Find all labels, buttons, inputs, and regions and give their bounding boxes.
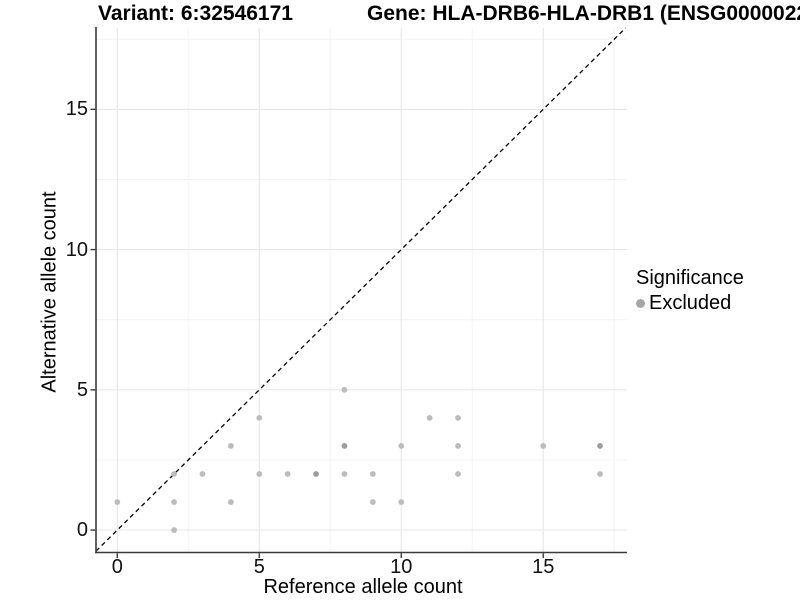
legend-item-label: Excluded — [649, 292, 732, 314]
data-point — [369, 471, 376, 477]
legend: Significance Excluded — [636, 266, 744, 315]
data-point — [455, 414, 461, 421]
plot-title-variant: Variant: 6:32546171 — [98, 2, 293, 25]
excluded-dot-icon — [636, 298, 645, 308]
data-point — [256, 414, 263, 421]
data-point — [114, 499, 121, 505]
data-point — [199, 471, 206, 477]
y-tick-label: 10 — [65, 238, 88, 261]
data-point — [341, 386, 348, 393]
data-point — [398, 499, 405, 505]
data-point — [227, 499, 234, 505]
data-point — [171, 527, 177, 533]
x-tick-label: 5 — [253, 556, 265, 578]
data-point — [341, 443, 348, 449]
data-point — [171, 499, 177, 505]
y-tick-label: 15 — [65, 98, 88, 121]
x-axis-title: Reference allele count — [263, 576, 463, 598]
data-point — [426, 414, 433, 421]
legend-title: Significance — [636, 267, 744, 289]
data-point — [597, 471, 603, 477]
gridlines-major — [96, 28, 627, 553]
y-tick-label: 0 — [76, 519, 88, 542]
data-point — [369, 499, 376, 505]
plot-title-gene: Gene: HLA-DRB6-HLA-DRB1 (ENSG000002293 — [367, 2, 800, 25]
x-tick-label: 15 — [532, 556, 555, 578]
data-point — [227, 443, 234, 449]
data-point — [313, 471, 319, 477]
data-point — [455, 471, 461, 477]
axis-lines — [95, 27, 627, 554]
data-point — [398, 443, 405, 449]
x-tick-label: 10 — [390, 556, 413, 578]
x-tick-label: 0 — [111, 556, 123, 578]
identity-dashed-line — [95, 27, 627, 552]
y-axis-title: Alternative allele count — [38, 191, 61, 393]
data-point — [341, 471, 348, 477]
scatter-points — [114, 386, 603, 533]
data-point — [597, 443, 603, 449]
y-tick-label: 5 — [76, 378, 88, 401]
legend-item-excluded: Excluded — [636, 291, 744, 315]
data-point — [455, 443, 461, 449]
data-point — [284, 471, 291, 477]
data-point — [256, 471, 263, 477]
data-point — [171, 471, 177, 477]
data-point — [540, 443, 547, 449]
axis-tick-marks — [90, 108, 544, 558]
gridlines-minor — [96, 28, 627, 553]
